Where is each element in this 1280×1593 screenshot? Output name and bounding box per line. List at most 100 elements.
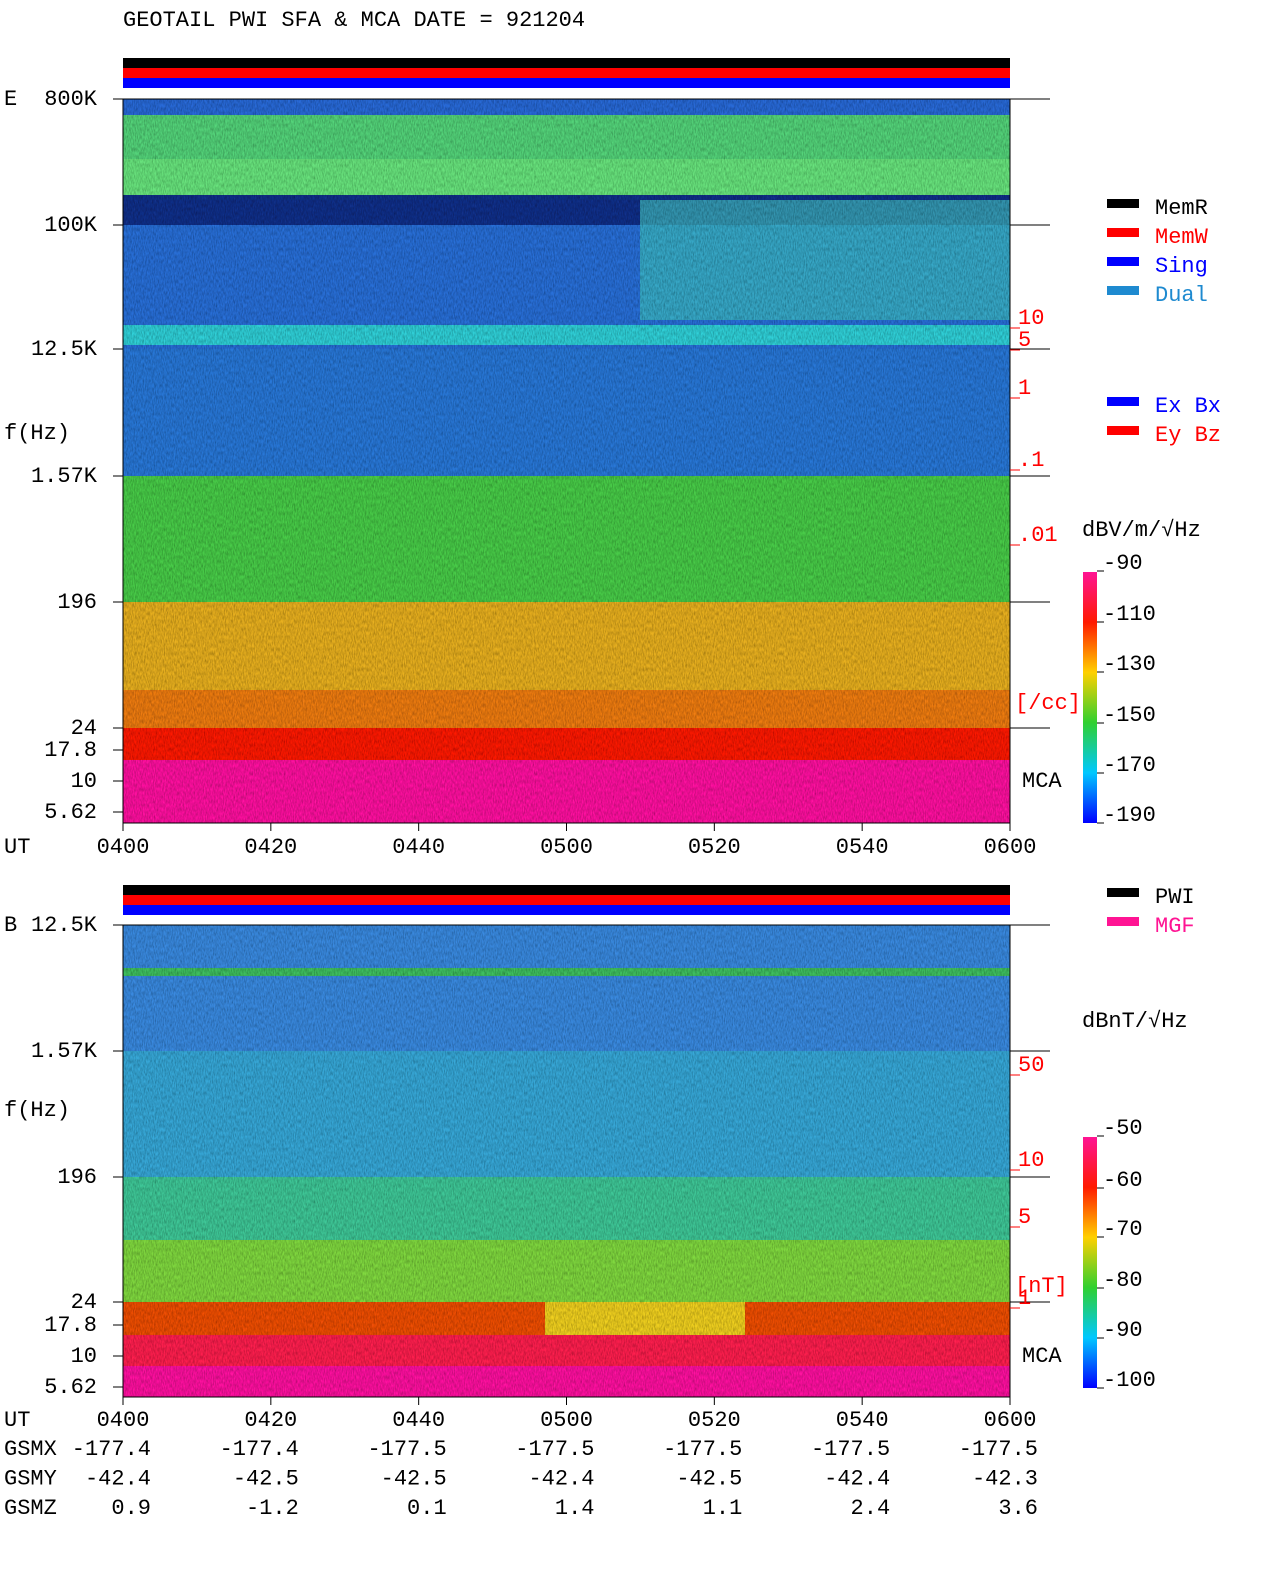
- density-tick-label: 5: [1018, 328, 1031, 353]
- legend-label: MemR: [1155, 196, 1208, 221]
- legend-label: Ey Bz: [1155, 423, 1221, 448]
- density-tick-label: 10: [1018, 1148, 1044, 1173]
- panel-label: B: [4, 913, 17, 938]
- orbit-value: 1.4: [555, 1496, 595, 1521]
- orbit-value: -177.5: [663, 1437, 742, 1462]
- y-tick-label: 24: [71, 716, 97, 741]
- legend-swatch: [1107, 286, 1139, 295]
- x-tick-label: 0540: [836, 835, 889, 860]
- density-tick-label: 50: [1018, 1053, 1044, 1078]
- orbit-value: -42.5: [381, 1466, 447, 1491]
- x-tick-label: 0540: [836, 1408, 889, 1433]
- colorbar-tick-label: -190: [1103, 803, 1156, 828]
- legend-label: MemW: [1155, 225, 1209, 250]
- orbit-value: 1.1: [703, 1496, 743, 1521]
- y-tick-label: 1.57K: [31, 1039, 98, 1064]
- orbit-value: -177.5: [811, 1437, 890, 1462]
- orbit-value: 0.9: [111, 1496, 151, 1521]
- orbit-label: GSMY: [4, 1466, 57, 1491]
- legend-swatch: [1107, 257, 1139, 266]
- density-tick-label: 1: [1018, 376, 1031, 401]
- colorbar-tick-label: -150: [1103, 703, 1156, 728]
- density-tick-label: 1: [1018, 1286, 1031, 1311]
- title: GEOTAIL PWI SFA & MCA DATE = 921204: [123, 8, 585, 33]
- y-tick-label: 12.5K: [31, 913, 98, 938]
- mca-label: MCA: [1022, 769, 1062, 794]
- x-tick-label: 0420: [244, 835, 297, 860]
- density-tick-label: 10: [1018, 306, 1044, 331]
- colorbar-tick-label: -90: [1103, 1318, 1143, 1343]
- colorbar-b: [1083, 1137, 1097, 1388]
- legend-swatch: [1107, 397, 1139, 406]
- colorbar-tick-label: -90: [1103, 551, 1143, 576]
- legend-label: Dual: [1155, 283, 1208, 308]
- legend-label: MGF: [1155, 914, 1195, 939]
- x-tick-label: 0500: [540, 835, 593, 860]
- y-tick-label: 24: [71, 1290, 97, 1315]
- y-tick-label: 12.5K: [31, 337, 98, 362]
- x-tick-label: 0600: [984, 835, 1037, 860]
- density-tick-label: .01: [1018, 523, 1058, 548]
- legend-swatch: [1107, 426, 1139, 435]
- orbit-value: -177.5: [367, 1437, 446, 1462]
- density-tick-label: 5: [1018, 1205, 1031, 1230]
- x-tick-label: 0520: [688, 835, 741, 860]
- y-axis-label: f(Hz): [4, 421, 70, 446]
- y-tick-label: 196: [57, 1165, 97, 1190]
- orbit-value: -42.4: [85, 1466, 151, 1491]
- y-tick-label: 1.57K: [31, 464, 98, 489]
- x-tick-label: 0440: [392, 1408, 445, 1433]
- density-unit: [/cc]: [1015, 691, 1081, 716]
- colorbar-tick-label: -170: [1103, 753, 1156, 778]
- orbit-value: -177.4: [220, 1437, 299, 1462]
- colorbar-tick-label: -100: [1103, 1368, 1156, 1393]
- y-tick-label: 10: [71, 769, 97, 794]
- orbit-value: -42.3: [972, 1466, 1038, 1491]
- legend-swatch: [1107, 228, 1139, 237]
- orbit-value: -177.5: [515, 1437, 594, 1462]
- colorbar-tick-label: -80: [1103, 1268, 1143, 1293]
- orbit-value: -42.4: [824, 1466, 890, 1491]
- x-tick-label: 0420: [244, 1408, 297, 1433]
- status-bars: [123, 58, 1010, 915]
- orbit-value: 3.6: [998, 1496, 1038, 1521]
- orbit-label: GSMX: [4, 1437, 57, 1462]
- legend-label: Sing: [1155, 254, 1208, 279]
- orbit-value: -1.2: [246, 1496, 299, 1521]
- colorbar-tick-label: -130: [1103, 652, 1156, 677]
- colorbar-unit: dBnT/√Hz: [1082, 1009, 1188, 1034]
- y-tick-label: 100K: [44, 213, 98, 238]
- y-tick-label: 196: [57, 590, 97, 615]
- x-tick-label: 0400: [97, 1408, 150, 1433]
- orbit-value: -177.4: [72, 1437, 151, 1462]
- x-tick-label: 0520: [688, 1408, 741, 1433]
- y-tick-label: 5.62: [44, 800, 97, 825]
- legend-swatch: [1107, 888, 1139, 897]
- orbit-label: GSMZ: [4, 1496, 57, 1521]
- legend-label: PWI: [1155, 885, 1195, 910]
- colorbar-tick-label: -60: [1103, 1168, 1143, 1193]
- time-label: UT: [4, 835, 30, 860]
- x-tick-label: 0500: [540, 1408, 593, 1433]
- orbit-value: -42.5: [676, 1466, 742, 1491]
- spectrogram-b: [123, 925, 1010, 1397]
- spectrogram-e: [123, 99, 1010, 823]
- orbit-value: 2.4: [851, 1496, 891, 1521]
- y-tick-label: 17.8: [44, 738, 97, 763]
- x-tick-label: 0600: [984, 1408, 1037, 1433]
- x-tick-label: 0400: [97, 835, 150, 860]
- x-tick-label: 0440: [392, 835, 445, 860]
- y-tick-label: 800K: [44, 87, 98, 112]
- mca-label: MCA: [1022, 1344, 1062, 1369]
- orbit-value: 0.1: [407, 1496, 447, 1521]
- density-tick-label: .1: [1018, 448, 1044, 473]
- colorbar-e: [1083, 572, 1097, 823]
- legend-swatch: [1107, 199, 1139, 208]
- density-unit: [nT]: [1015, 1274, 1068, 1299]
- orbit-value: -42.4: [528, 1466, 594, 1491]
- y-tick-label: 10: [71, 1344, 97, 1369]
- legend-label: Ex Bx: [1155, 394, 1221, 419]
- colorbar-unit: dBV/m/√Hz: [1082, 518, 1201, 543]
- legend-swatch: [1107, 917, 1139, 926]
- orbit-value: -177.5: [959, 1437, 1038, 1462]
